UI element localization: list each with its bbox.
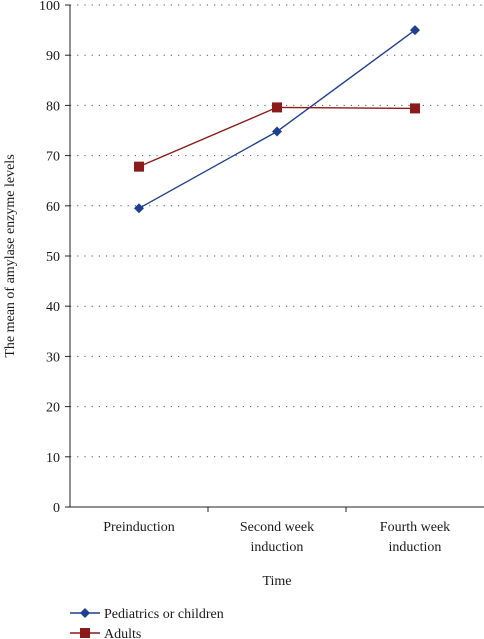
y-tick-label: 80 — [46, 99, 60, 114]
y-tick-label: 10 — [46, 451, 60, 466]
legend-label: Adults — [104, 627, 141, 639]
legend: Pediatrics or children Adults — [70, 607, 224, 639]
series-square — [134, 102, 420, 172]
x-tick-label: Fourth week induction — [380, 520, 450, 555]
y-tick-label: 30 — [46, 350, 60, 365]
y-tick-label: 100 — [39, 0, 60, 14]
x-tick-label: Second week induction — [240, 520, 314, 555]
series-line — [138, 106, 416, 168]
data-point-square — [272, 102, 282, 113]
y-tick-label: 90 — [46, 49, 60, 64]
y-axis-label: The mean of amylase enzyme levels — [3, 154, 18, 357]
x-tick-labels: Preinduction Second week induction Fourth w… — [103, 507, 450, 555]
legend-item: Pediatrics or children — [70, 607, 224, 622]
data-point-diamond — [134, 203, 144, 214]
y-tick-label: 50 — [46, 250, 60, 265]
y-tick-label: 40 — [46, 300, 60, 315]
gridlines — [70, 4, 484, 458]
y-tick-label: 0 — [53, 501, 60, 516]
y-tick-label: 70 — [46, 150, 60, 165]
y-tick-label: 20 — [46, 401, 60, 416]
legend-item: Adults — [70, 627, 141, 639]
x-tick-label: Preinduction — [103, 520, 175, 535]
y-tick-labels: 0 10 20 30 40 50 60 70 80 90 100 — [39, 0, 70, 516]
legend-marker-square — [80, 628, 90, 638]
y-tick-label: 60 — [46, 200, 60, 215]
series-layer — [134, 25, 420, 214]
data-point-square — [134, 161, 144, 172]
legend-marker-diamond — [80, 608, 90, 618]
data-point-square — [410, 103, 420, 114]
data-point-diamond — [272, 126, 282, 137]
data-point-diamond — [410, 25, 420, 36]
series-diamond — [134, 25, 420, 214]
x-axis-label: Time — [262, 574, 291, 589]
series-line — [138, 29, 416, 209]
axes — [69, 5, 484, 508]
legend-label: Pediatrics or children — [104, 607, 224, 622]
